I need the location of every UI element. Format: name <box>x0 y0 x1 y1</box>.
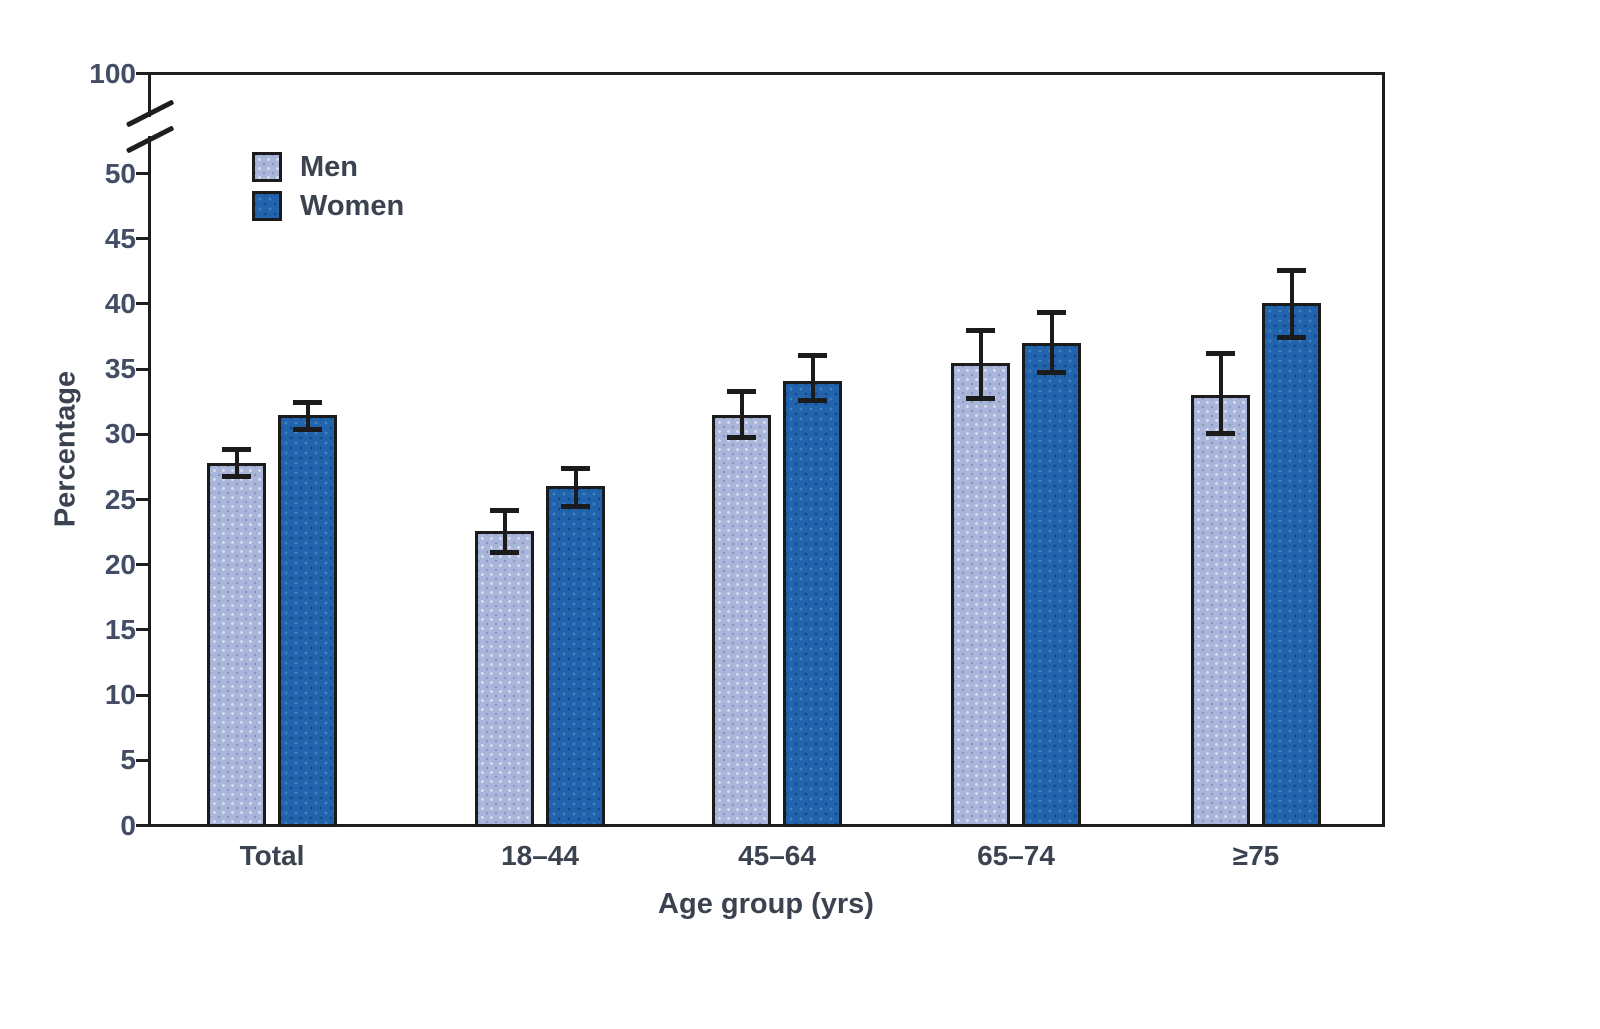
error-bar-women-0 <box>305 401 310 430</box>
error-cap-top-women-4 <box>1277 267 1306 273</box>
x-axis-title: Age group (yrs) <box>658 888 874 920</box>
x-tick-label-0: Total <box>239 840 305 871</box>
y-tick-45 <box>136 237 150 241</box>
y-tick-50 <box>136 172 150 175</box>
y-tick-label-10: 10 <box>104 679 136 711</box>
y-tick-label-15: 15 <box>104 613 136 645</box>
error-cap-top-men-4 <box>1206 351 1235 357</box>
error-cap-bottom-women-0 <box>293 427 322 433</box>
bar-men-1 <box>475 530 534 827</box>
y-axis-break-gap <box>145 117 155 136</box>
error-cap-bottom-men-1 <box>490 549 519 555</box>
bar-men-3 <box>951 362 1010 827</box>
y-tick-label-30: 30 <box>104 418 136 450</box>
error-cap-bottom-women-2 <box>798 398 827 404</box>
y-tick-label-45: 45 <box>104 222 136 254</box>
error-cap-bottom-women-1 <box>561 504 590 510</box>
y-tick-5 <box>136 758 150 762</box>
legend-item-women: Women <box>252 191 404 221</box>
error-bar-women-3 <box>1049 311 1054 372</box>
legend-swatch-women <box>252 191 282 221</box>
error-bar-men-0 <box>234 448 239 477</box>
legend: Men Women <box>252 152 404 221</box>
legend-item-men: Men <box>252 152 404 182</box>
y-tick-25 <box>136 498 150 501</box>
error-bar-women-4 <box>1289 269 1294 337</box>
error-cap-top-men-1 <box>490 507 519 513</box>
error-cap-bottom-men-3 <box>966 395 995 401</box>
x-tick-label-2: 45–64 <box>738 840 816 871</box>
y-tick-label-5: 5 <box>120 744 136 776</box>
error-cap-top-women-2 <box>798 352 827 358</box>
bar-women-0 <box>278 414 337 827</box>
error-cap-bottom-men-2 <box>727 434 756 440</box>
y-tick-0 <box>136 824 150 827</box>
error-cap-bottom-women-4 <box>1277 334 1306 340</box>
y-tick-label-0: 0 <box>120 809 136 841</box>
legend-swatch-men <box>252 152 282 182</box>
y-axis-title: Percentage <box>49 370 82 528</box>
bar-women-1 <box>546 486 605 827</box>
error-bar-men-3 <box>978 329 983 398</box>
bar-men-4 <box>1191 395 1250 827</box>
y-tick-label-100: 100 <box>89 57 136 89</box>
error-cap-top-women-3 <box>1037 309 1066 315</box>
legend-label-women: Women <box>300 190 405 222</box>
error-bar-women-1 <box>573 468 578 507</box>
error-bar-men-1 <box>502 509 507 552</box>
y-tick-label-20: 20 <box>104 548 136 580</box>
error-cap-top-women-0 <box>293 399 322 405</box>
error-bar-men-4 <box>1218 353 1223 433</box>
y-tick-label-35: 35 <box>104 353 136 385</box>
error-bar-men-2 <box>739 391 744 437</box>
bar-women-3 <box>1022 343 1081 827</box>
y-tick-100 <box>136 72 150 75</box>
y-tick-label-40: 40 <box>104 287 136 319</box>
y-tick-40 <box>136 302 150 306</box>
bar-men-0 <box>207 462 266 827</box>
error-cap-bottom-women-3 <box>1037 369 1066 375</box>
x-tick-label-3: 65–74 <box>977 840 1055 871</box>
legend-label-men: Men <box>300 151 358 183</box>
bar-women-4 <box>1262 302 1321 827</box>
error-cap-bottom-men-4 <box>1206 430 1235 436</box>
y-tick-30 <box>136 432 150 436</box>
bar-women-2 <box>783 380 842 827</box>
y-tick-label-25: 25 <box>104 483 136 515</box>
error-cap-top-men-2 <box>727 389 756 395</box>
y-tick-35 <box>136 367 150 371</box>
y-tick-10 <box>136 693 150 697</box>
x-tick-label-4: ≥75 <box>1232 840 1280 871</box>
bar-men-2 <box>712 414 771 827</box>
error-cap-top-men-3 <box>966 327 995 333</box>
error-cap-top-men-0 <box>222 446 251 452</box>
y-tick-20 <box>136 563 150 567</box>
y-tick-15 <box>136 628 150 632</box>
error-cap-bottom-men-0 <box>222 474 251 480</box>
error-bar-women-2 <box>810 354 815 401</box>
x-tick-label-1: 18–44 <box>501 840 579 871</box>
error-cap-top-women-1 <box>561 466 590 472</box>
y-tick-label-50: 50 <box>104 157 136 189</box>
